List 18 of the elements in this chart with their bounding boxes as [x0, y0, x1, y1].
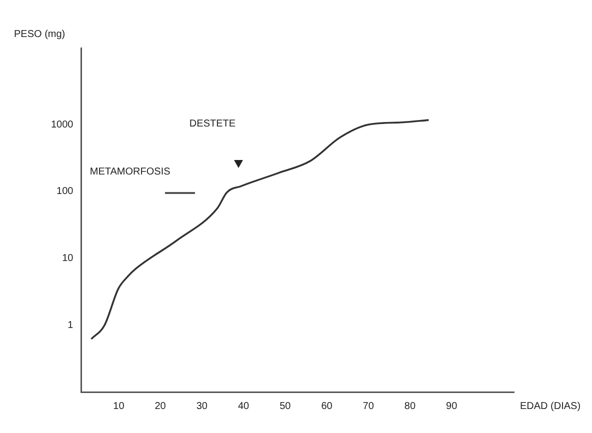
x-tick-label: 90	[446, 400, 458, 412]
x-tick-label: 70	[362, 400, 374, 412]
x-tick-label: 30	[196, 400, 208, 412]
x-tick-label: 50	[280, 400, 292, 412]
x-tick-label: 20	[154, 400, 166, 412]
y-tick-label: 1	[68, 320, 74, 331]
x-tick-label: 60	[321, 400, 333, 412]
x-tick-label: 40	[238, 400, 250, 412]
annotation: METAMORFOSIS	[90, 166, 171, 178]
x-tick-label: 80	[404, 400, 416, 412]
line-series	[90, 119, 430, 340]
y-tick-label: 100	[56, 186, 74, 198]
y-tick-label: 1000	[50, 119, 74, 130]
annotation: DESTETE	[189, 118, 236, 130]
x-tick-label: 10	[113, 400, 125, 412]
x-axis-title: EDAD (DIAS)	[520, 400, 581, 412]
y-tick-label: 10	[62, 253, 74, 264]
y-axis-title: PESO (mg)	[14, 28, 66, 40]
